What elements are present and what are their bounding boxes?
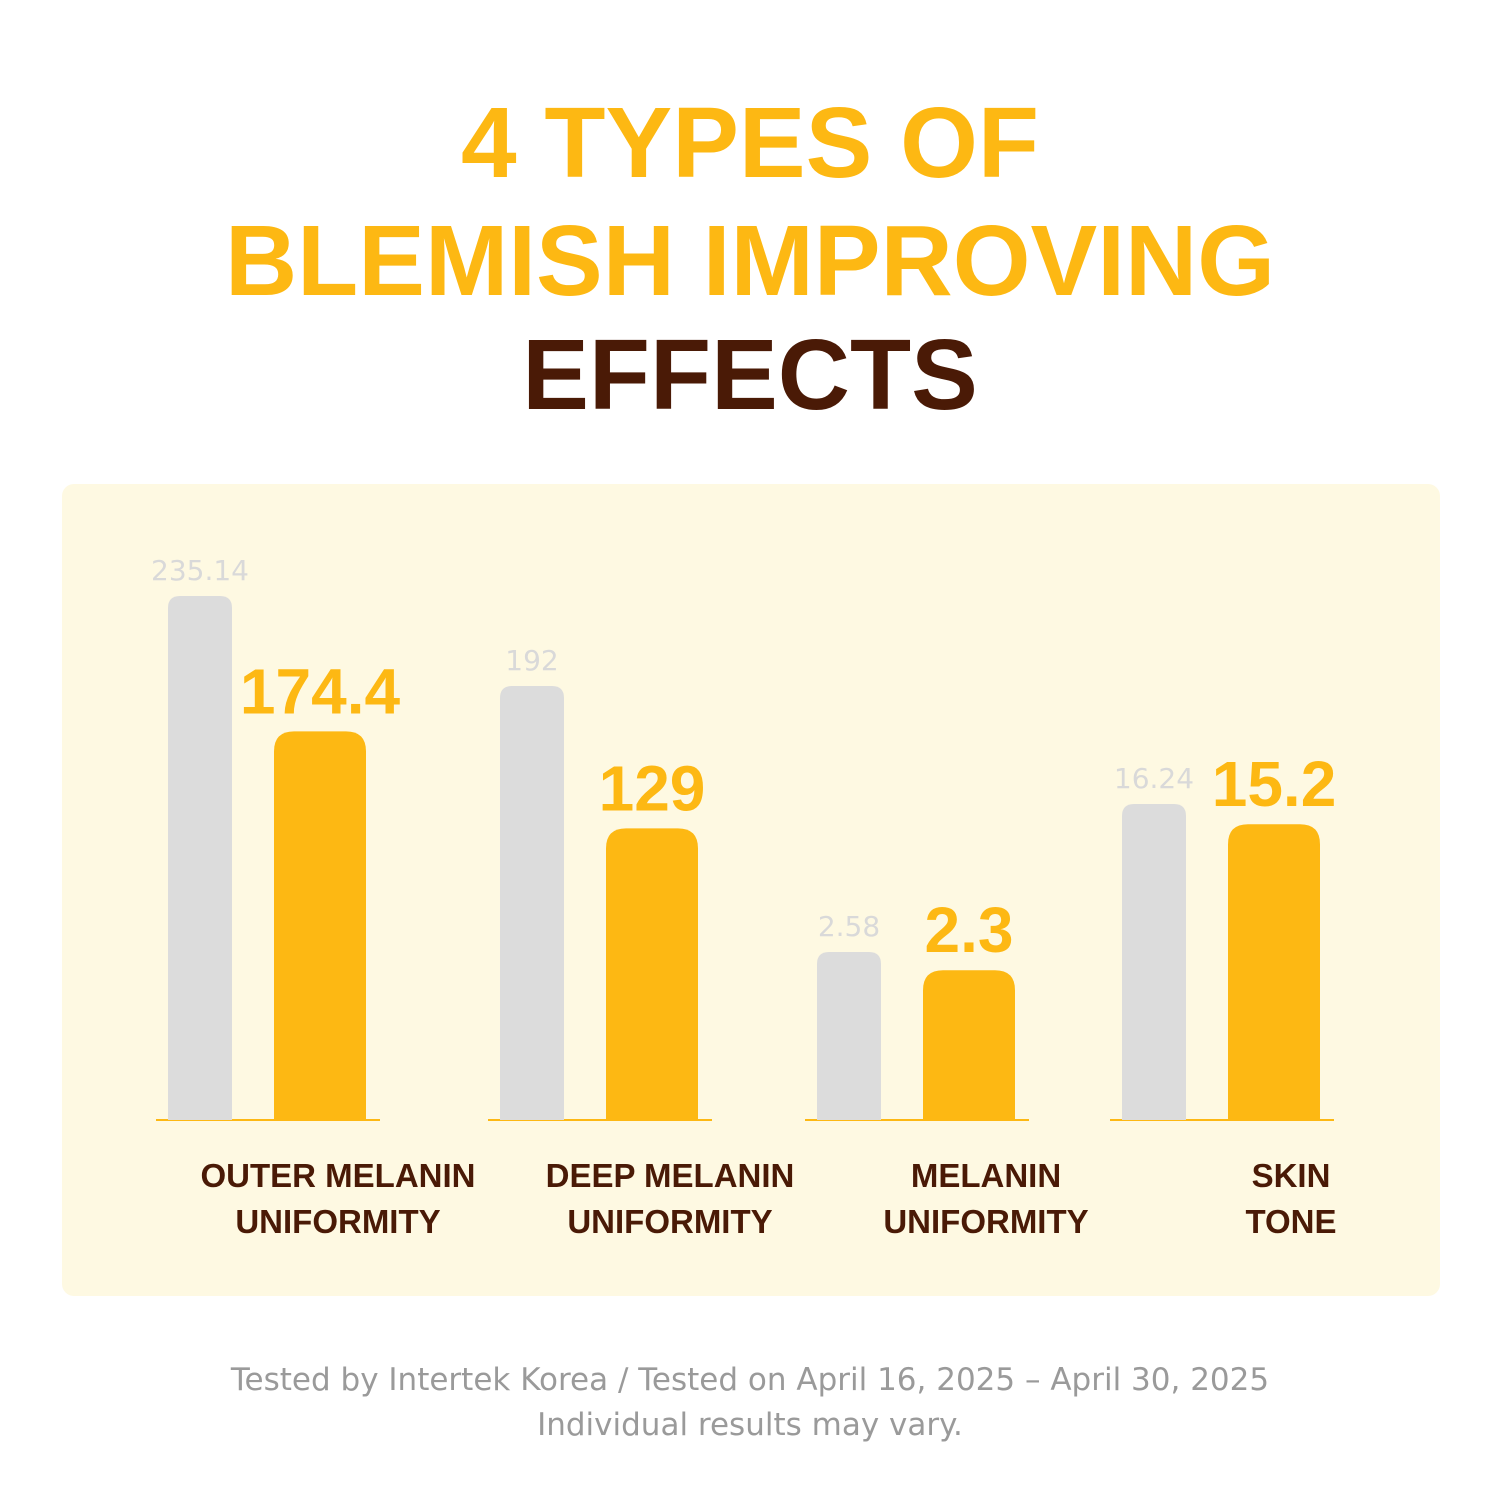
before-value-label-2: 2.58 <box>818 910 880 943</box>
category-label-3-line-1: SKIN <box>1252 1157 1331 1194</box>
bar-chart: 235.14 174.4 OUTER MELANIN UNIFORMITY 192 129… <box>151 554 1337 1240</box>
title-line-3: EFFECTS <box>522 319 978 431</box>
category-label-2-line-2: UNIFORMITY <box>883 1203 1088 1240</box>
before-value-label-1: 192 <box>505 644 558 677</box>
category-label-0-line-2: UNIFORMITY <box>235 1203 440 1240</box>
before-bar-3 <box>1122 804 1186 1120</box>
category-label-1-line-2: UNIFORMITY <box>567 1203 772 1240</box>
before-value-label-0: 235.14 <box>151 554 249 587</box>
before-bar-2 <box>817 952 881 1120</box>
category-label-3-line-2: TONE <box>1245 1203 1336 1240</box>
after-bar-0 <box>274 731 366 1120</box>
footer-disclaimer: Individual results may vary. <box>537 1407 963 1443</box>
after-bar-3 <box>1228 824 1320 1120</box>
before-value-label-3: 16.24 <box>1114 762 1194 795</box>
after-value-label-0: 174.4 <box>240 655 401 727</box>
footer-test-info: Tested by Intertek Korea / Tested on Apr… <box>230 1362 1270 1398</box>
title-line-2: BLEMISH IMPROVING <box>224 205 1276 317</box>
category-label-2-line-1: MELANIN <box>911 1157 1061 1194</box>
after-value-label-3: 15.2 <box>1212 748 1337 820</box>
after-value-label-1: 129 <box>599 752 706 824</box>
chart-panel: 235.14 174.4 OUTER MELANIN UNIFORMITY 192 129… <box>62 484 1440 1296</box>
category-label-1-line-1: DEEP MELANIN <box>546 1157 795 1194</box>
after-value-label-2: 2.3 <box>925 894 1014 966</box>
category-label-0-line-1: OUTER MELANIN <box>201 1157 476 1194</box>
after-bar-2 <box>923 970 1015 1120</box>
before-bar-0 <box>168 596 232 1120</box>
before-bar-1 <box>500 686 564 1120</box>
title-line-1: 4 TYPES OF <box>461 87 1039 199</box>
after-bar-1 <box>606 828 698 1120</box>
